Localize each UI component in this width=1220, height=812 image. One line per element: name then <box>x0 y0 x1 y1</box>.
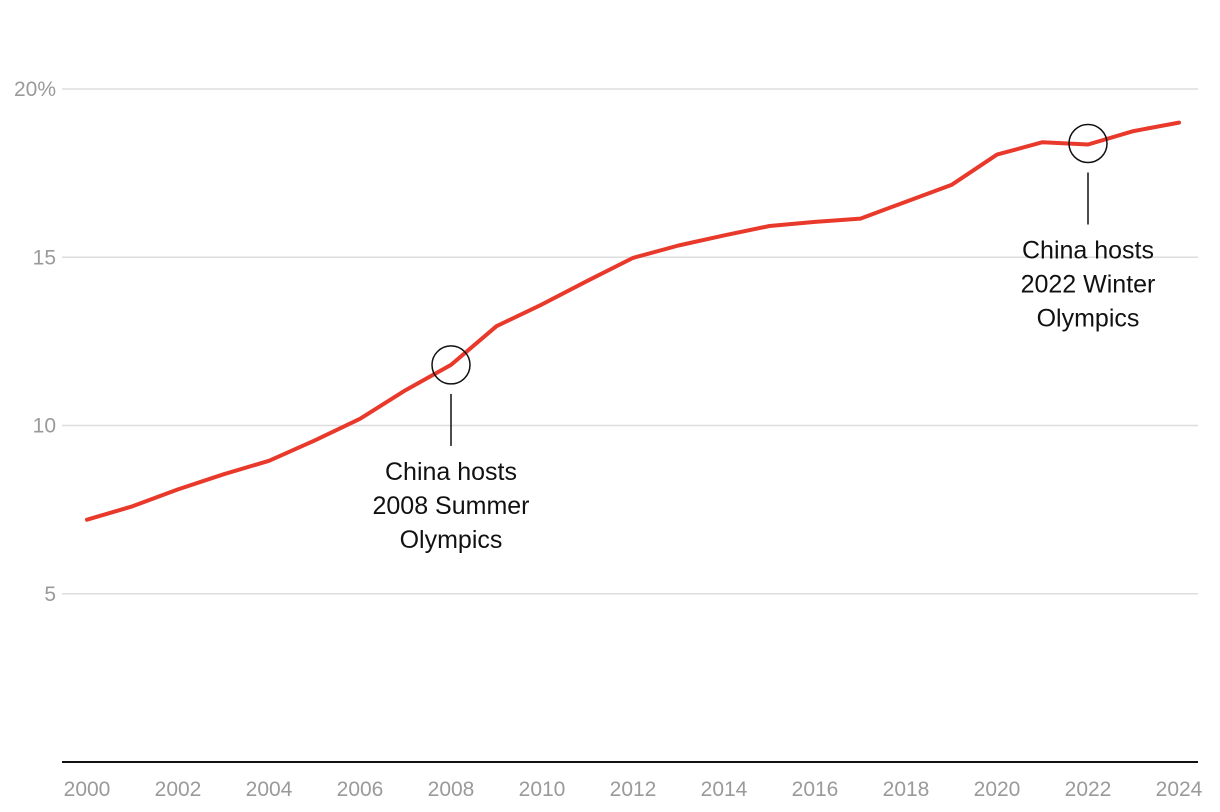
y-axis-labels: 20% 15 10 5 <box>14 78 56 606</box>
x-tick-label: 2018 <box>883 778 930 801</box>
annotation-marker-circle <box>1068 123 1108 164</box>
x-axis: 2000 2002 2004 2006 2008 2010 2012 2014 2016 2018… <box>62 761 1203 801</box>
annotation-text-line: Olympics <box>1037 305 1140 333</box>
annotation-text-line: China hosts <box>385 458 517 486</box>
x-tick-label: 2012 <box>610 778 657 801</box>
x-tick-label: 2022 <box>1065 778 1112 801</box>
x-tick-label: 2024 <box>1156 778 1203 801</box>
x-tick-label: 2014 <box>701 778 748 801</box>
x-tick-label: 2008 <box>428 778 475 801</box>
y-tick-label: 5 <box>44 583 56 606</box>
x-tick-label: 2020 <box>974 778 1021 801</box>
annotation-text-line: 2008 Summer <box>372 492 529 520</box>
annotation-text-line: China hosts <box>1022 237 1154 265</box>
y-tick-label: 20% <box>14 78 56 101</box>
y-tick-label: 15 <box>33 246 56 269</box>
series-line-0 <box>85 120 1181 522</box>
annotation-2022: China hosts 2022 Winter Olympics <box>1021 123 1156 333</box>
annotation-2008: China hosts 2008 Summer Olympics <box>372 345 530 554</box>
x-tick-label: 2010 <box>519 778 566 801</box>
x-tick-label: 2000 <box>64 778 111 801</box>
series-layer <box>85 120 1181 522</box>
x-tick-label: 2016 <box>792 778 839 801</box>
x-tick-label: 2004 <box>246 778 293 801</box>
annotation-text-line: 2022 Winter <box>1021 271 1156 299</box>
annotation-marker-circle <box>431 345 471 385</box>
x-tick-label: 2006 <box>337 778 384 801</box>
y-tick-label: 10 <box>33 415 56 438</box>
annotation-text-line: Olympics <box>400 526 503 554</box>
gridlines <box>62 88 1198 595</box>
x-tick-label: 2002 <box>155 778 202 801</box>
